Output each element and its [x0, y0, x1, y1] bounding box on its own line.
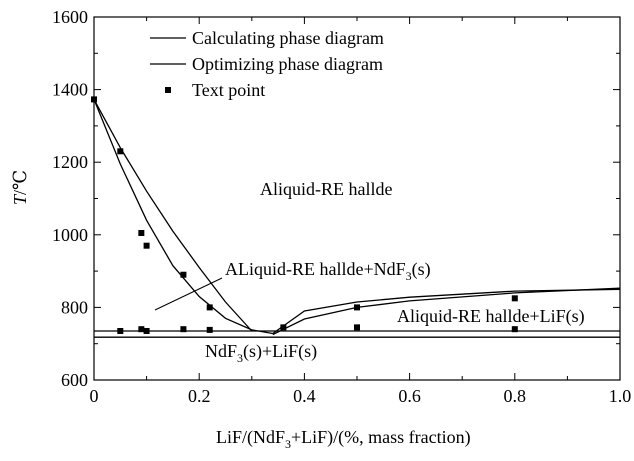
- legend-label-optimizing: Optimizing phase diagram: [192, 54, 383, 74]
- test-point-marker: [180, 326, 187, 333]
- test-point-marker: [143, 242, 150, 249]
- optimizing-liquidus-right: [272, 288, 621, 335]
- x-tick-label: 0.6: [398, 386, 421, 406]
- y-tick-label: 800: [61, 297, 88, 317]
- y-axis-label: T/℃: [10, 170, 30, 205]
- x-tick-label: 1.0: [609, 386, 632, 406]
- test-point-marker: [180, 271, 187, 278]
- y-tick-label: 1200: [52, 152, 88, 172]
- region-liquid-label: Aliquid-RE hallde: [260, 179, 392, 199]
- y-tick-label: 1000: [52, 225, 88, 245]
- test-point-marker: [91, 96, 97, 103]
- x-tick-label: 0.4: [293, 386, 316, 406]
- test-point-marker: [117, 148, 124, 155]
- x-tick-label: 0.8: [504, 386, 527, 406]
- legend: Calculating phase diagram Optimizing pha…: [150, 28, 384, 100]
- calculating-liquidus-right: [272, 287, 621, 336]
- x-tick-label: 0: [90, 386, 99, 406]
- test-point-marker: [138, 326, 145, 333]
- region-solid-label: NdF3(s)+LiF(s): [205, 341, 317, 365]
- calculating-liquidus-left: [93, 99, 253, 332]
- y-tick-label: 1600: [52, 7, 88, 27]
- test-point-marker: [143, 327, 150, 334]
- test-point-marker: [354, 324, 360, 331]
- x-tick-label: 0.2: [188, 386, 211, 406]
- test-point-marker: [280, 324, 287, 331]
- y-tick-label: 1400: [52, 80, 88, 100]
- legend-square-marker: [165, 87, 171, 93]
- test-point-marker: [206, 326, 213, 333]
- test-point-marker: [511, 295, 518, 302]
- region-liquid-ndf3-label: ALiquid-RE hallde+NdF3(s): [225, 259, 431, 283]
- x-axis-label: LiF/(NdF3+LiF)/(%, mass fraction): [216, 427, 471, 451]
- test-point-marker: [117, 327, 124, 334]
- annotation-leader-line: [154, 277, 223, 311]
- region-liquid-lif-label: Aliquid-RE hallde+LiF(s): [397, 306, 585, 327]
- optimizing-liquidus-left: [93, 99, 273, 335]
- legend-label-calculating: Calculating phase diagram: [192, 28, 384, 48]
- test-point-marker: [138, 229, 145, 236]
- test-point-marker: [206, 304, 213, 311]
- legend-label-test-point: Text point: [192, 80, 265, 100]
- axis-ticks: 0 0.2 0.4 0.6 0.8 1.0 600 800 1000 1200 1400 1600: [52, 7, 631, 406]
- y-tick-label: 600: [61, 370, 88, 390]
- test-point-marker: [511, 326, 518, 333]
- test-point-layer: [91, 96, 518, 334]
- test-point-marker: [354, 304, 360, 311]
